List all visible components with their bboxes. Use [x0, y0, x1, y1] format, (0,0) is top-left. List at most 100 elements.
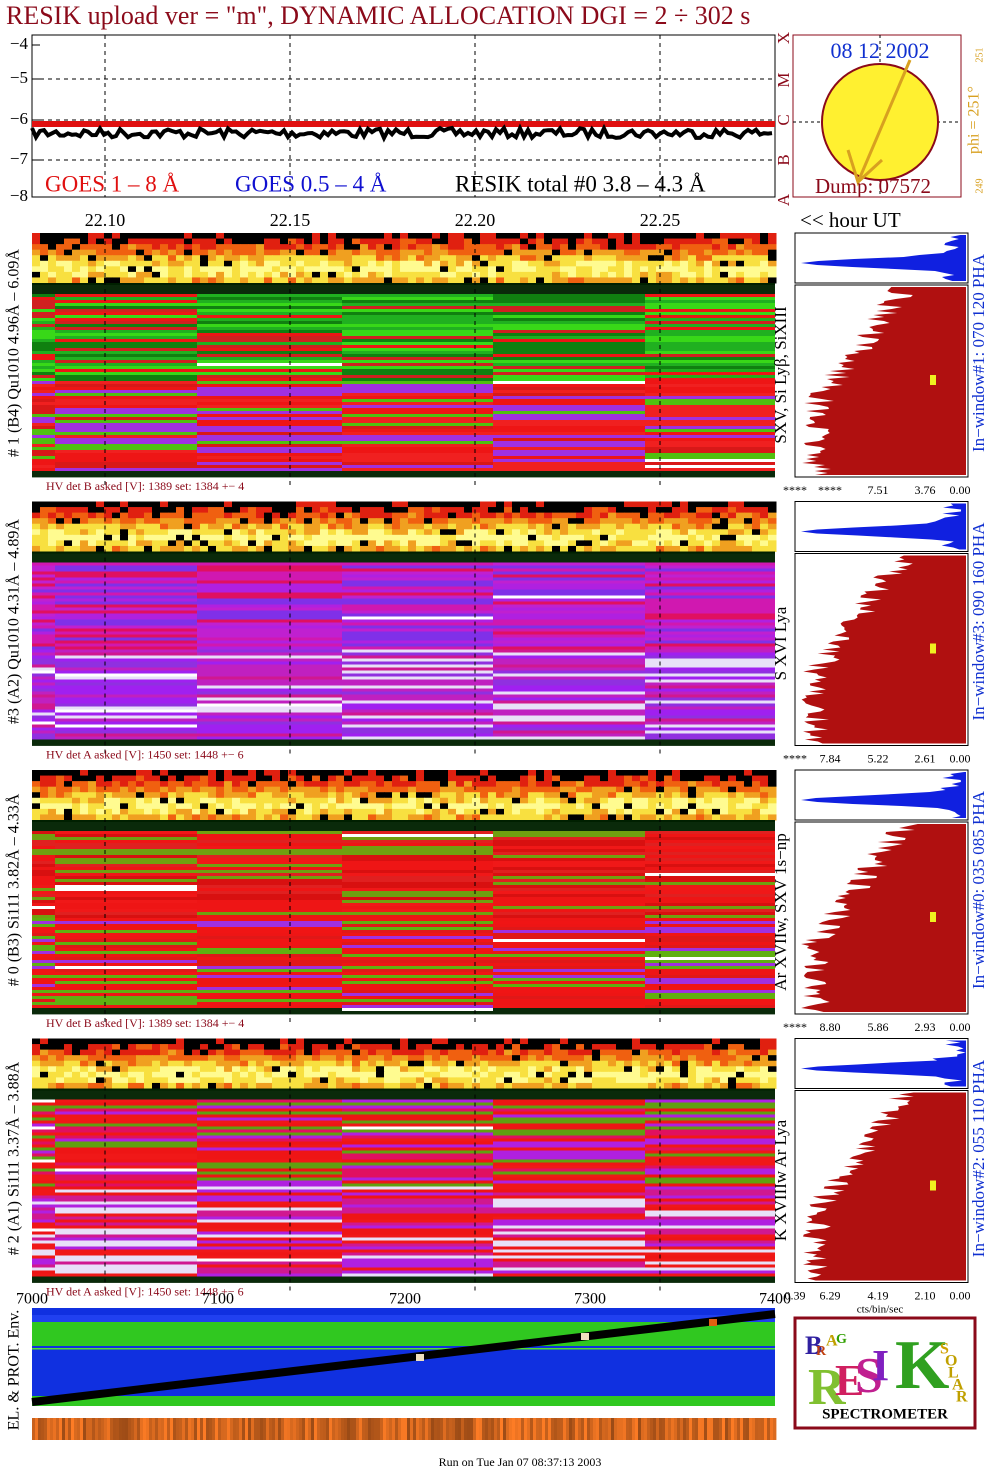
spectrogram-row	[32, 1174, 55, 1178]
spectrum-cell	[440, 770, 449, 777]
spectrum-cell	[232, 1066, 241, 1073]
spectrum-cell	[160, 1049, 169, 1056]
spectrogram-row	[645, 351, 775, 355]
spectrum-cell	[240, 233, 249, 240]
spectrum-cell	[648, 1071, 657, 1078]
spectrogram-row	[32, 873, 55, 877]
spectrum-cell	[368, 266, 377, 273]
spectrum-cell	[40, 523, 49, 530]
spectrogram-row	[493, 727, 645, 731]
spectrum-cell	[376, 255, 385, 262]
spectrogram-row	[645, 724, 775, 728]
spectrum-cell	[72, 814, 81, 821]
spectrum-cell	[104, 792, 113, 799]
spectrum-cell	[48, 775, 57, 782]
spectrum-cell	[504, 814, 513, 821]
spectrogram-row	[197, 411, 342, 415]
spectrum-cell	[232, 540, 241, 547]
spectrogram-row	[55, 553, 197, 557]
spectrum-cell	[320, 523, 329, 530]
spectrogram-row	[342, 1216, 493, 1220]
spectrogram-row	[32, 1255, 55, 1259]
spectrum-cell	[64, 1082, 73, 1089]
spectrogram-row	[32, 888, 55, 892]
spectrum-cell	[640, 808, 649, 815]
spectrogram-row	[493, 1219, 645, 1223]
spectrogram-row	[32, 435, 55, 439]
spectrogram-row	[493, 936, 645, 940]
spectrogram-row	[55, 631, 197, 635]
spectrum-cell	[48, 1066, 57, 1073]
spectrum-cell	[648, 249, 657, 256]
spectrogram-row	[197, 730, 342, 734]
spectrogram-row	[645, 571, 775, 575]
spectrum-cell	[344, 271, 353, 278]
spectrum-cell	[456, 233, 465, 240]
spectrum-cell	[256, 1060, 265, 1067]
spectrum-cell	[256, 1077, 265, 1084]
spectrum-cell	[288, 244, 297, 251]
spectrogram-row	[493, 417, 645, 421]
spectrum-cell	[520, 1082, 529, 1089]
spectrogram-row	[197, 399, 342, 403]
spectrogram-row	[197, 375, 342, 379]
spectrum-cell	[632, 534, 641, 541]
spectrum-cell	[392, 803, 401, 810]
spectrum-cell	[688, 1038, 697, 1045]
spectrogram-row	[342, 655, 493, 659]
spectrum-cell	[240, 271, 249, 278]
spectrogram-row	[342, 574, 493, 578]
spectrum-cell	[544, 797, 553, 804]
spectrum-cell	[256, 545, 265, 552]
spectrum-cell	[520, 271, 529, 278]
spectrum-cell	[216, 1055, 225, 1062]
spectrum-cell	[264, 523, 273, 530]
spectrum-cell	[32, 770, 41, 777]
spectrogram-row	[197, 903, 342, 907]
spectrum-cell	[664, 814, 673, 821]
spectrum-cell	[328, 260, 337, 267]
spectrum-cell	[752, 545, 761, 552]
spectrogram-row	[197, 688, 342, 692]
spectrum-cell	[248, 775, 257, 782]
spectrum-cell	[112, 1060, 121, 1067]
spectrum-cell	[744, 540, 753, 547]
spectrum-cell	[568, 545, 577, 552]
spectrogram-row	[342, 330, 493, 334]
spectrogram-row	[342, 945, 493, 949]
spectrum-cell	[608, 770, 617, 777]
spectrum-cell	[296, 501, 305, 508]
spectrogram-row	[342, 420, 493, 424]
scale-label: 5.86	[868, 1020, 889, 1034]
spectrum-cell	[480, 277, 489, 284]
spectrum-cell	[248, 507, 257, 514]
spectrum-cell	[640, 512, 649, 519]
spectrum-cell	[352, 1044, 361, 1051]
spectrum-cell	[544, 786, 553, 793]
spectrogram-row	[342, 1219, 493, 1223]
spectrogram-row	[197, 939, 342, 943]
spectrum-cell	[616, 770, 625, 777]
spectrum-cell	[448, 534, 457, 541]
spectrum-cell	[272, 529, 281, 536]
spectrum-cell	[160, 266, 169, 273]
spectrum-cell	[32, 540, 41, 547]
spectrum-cell	[312, 244, 321, 251]
spectrogram-row	[32, 1132, 55, 1136]
spectrum-cell	[128, 1044, 137, 1051]
spectrum-cell	[384, 786, 393, 793]
spectrum-cell	[736, 260, 745, 267]
spectrum-cell	[416, 249, 425, 256]
spectrum-cell	[672, 808, 681, 815]
spectrum-cell	[176, 545, 185, 552]
spectrum-cell	[320, 529, 329, 536]
spectrum-cell	[624, 260, 633, 267]
spectrum-cell	[176, 814, 185, 821]
spectrum-cell	[456, 507, 465, 514]
spectrum-cell	[304, 255, 313, 262]
spectrum-cell	[296, 255, 305, 262]
spectrum-cell	[48, 1055, 57, 1062]
spectrum-cell	[744, 501, 753, 508]
spectrum-cell	[576, 540, 585, 547]
spectrogram-row	[32, 562, 55, 566]
